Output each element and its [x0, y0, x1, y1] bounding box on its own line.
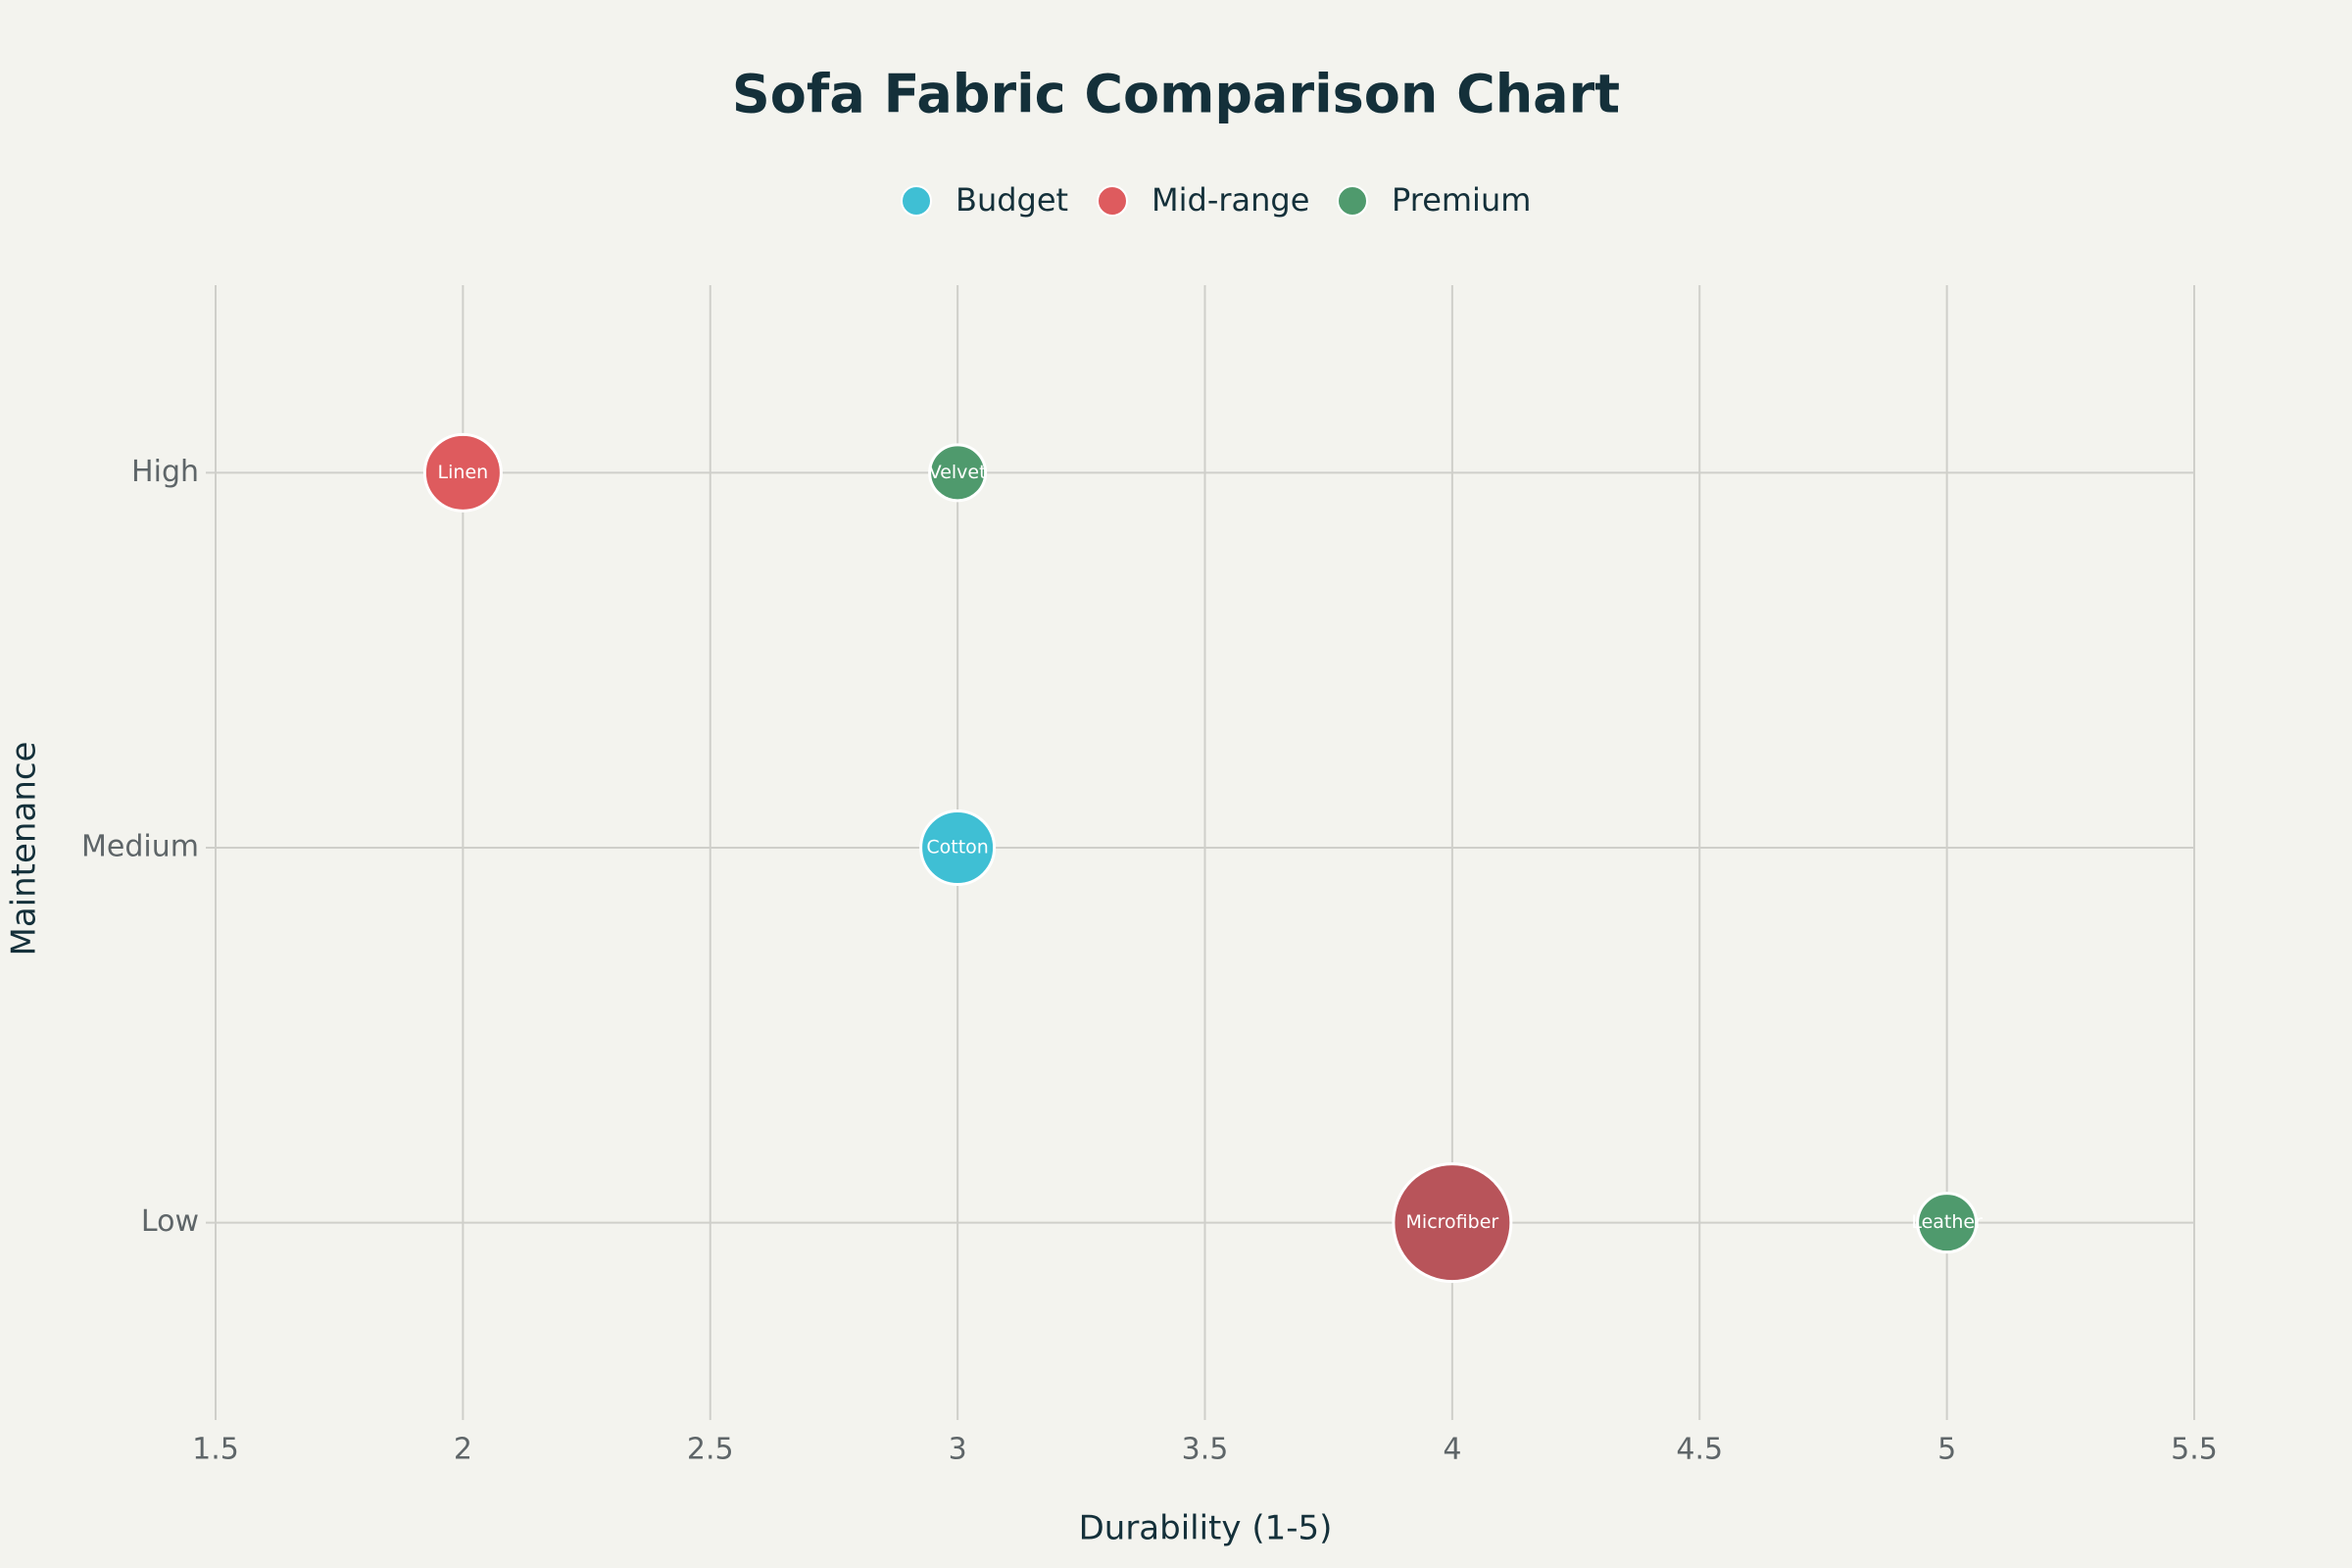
bubble	[919, 809, 997, 886]
x-tick-label: 4	[1443, 1433, 1461, 1467]
legend-label: Premium	[1392, 181, 1531, 219]
bubble-label: Linen	[438, 462, 489, 483]
chart-title: Sofa Fabric Comparison Chart	[732, 64, 1620, 125]
bubble-label: Cotton	[926, 837, 988, 858]
x-tick-label: 3	[949, 1433, 967, 1467]
x-tick-label: 5.5	[2171, 1433, 2218, 1467]
x-tick-label: 1.5	[192, 1433, 239, 1467]
legend-marker	[901, 185, 932, 217]
y-tick-label: Low	[141, 1204, 199, 1239]
bubble	[422, 432, 503, 513]
bubble-label: Velvet	[929, 462, 987, 483]
bubble	[1392, 1162, 1513, 1284]
bubble-label: Leather	[1911, 1211, 1983, 1233]
x-tick-label: 3.5	[1182, 1433, 1229, 1467]
bubble	[1916, 1192, 1979, 1254]
legend-marker	[1337, 185, 1368, 217]
bubble-label: Microfiber	[1406, 1211, 1499, 1233]
y-tick-label: High	[131, 455, 199, 489]
bubble	[928, 443, 988, 503]
legend-label: Budget	[956, 181, 1068, 219]
y-tick-label: Medium	[81, 830, 199, 864]
x-tick-label: 2	[454, 1433, 472, 1467]
legend-marker	[1097, 185, 1128, 217]
x-tick-label: 5	[1937, 1433, 1956, 1467]
x-tick-label: 4.5	[1676, 1433, 1723, 1467]
legend-label: Mid-range	[1152, 181, 1309, 219]
y-axis-title: Maintenance	[5, 742, 44, 956]
x-axis-title: Durability (1-5)	[1079, 1509, 1333, 1548]
x-tick-label: 2.5	[687, 1433, 734, 1467]
